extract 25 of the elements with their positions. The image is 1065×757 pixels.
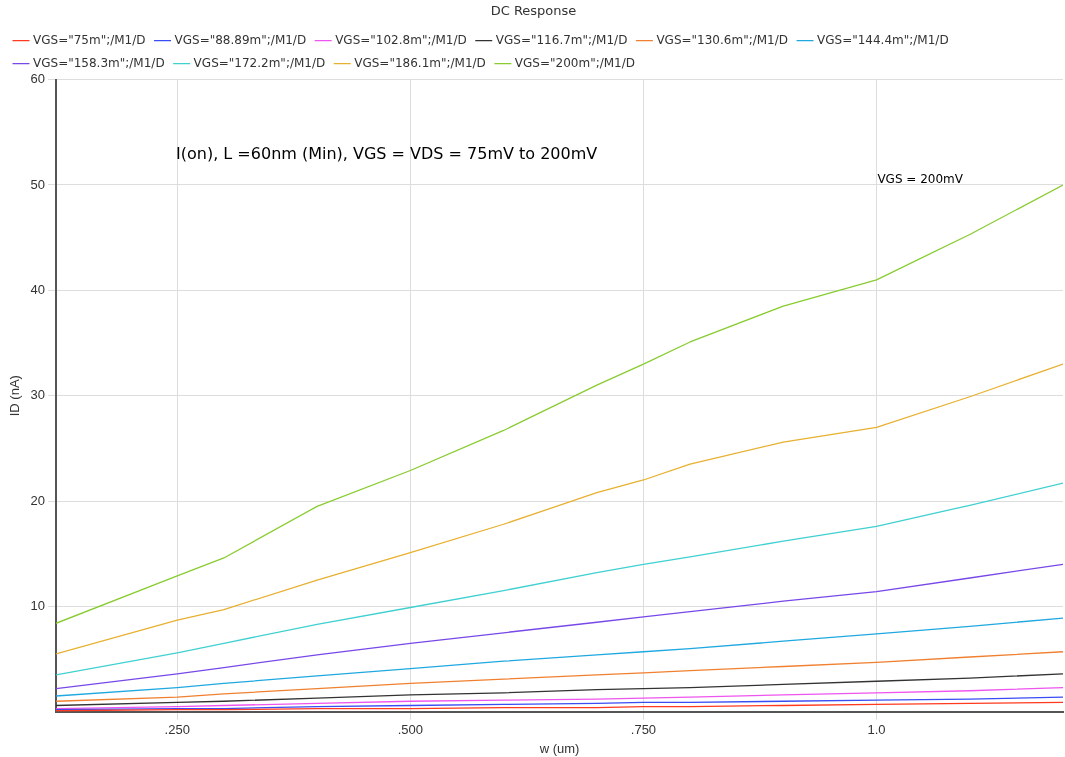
legend-label: VGS="144.4m";/M1/D <box>817 32 949 47</box>
y-tick-label: 30 <box>30 387 46 403</box>
y-tick-label: 60 <box>30 71 46 87</box>
annotation: VGS = 200mV <box>877 171 964 186</box>
x-tick-label: .250 <box>164 722 190 738</box>
legend-label: VGS="172.2m";/M1/D <box>193 55 326 70</box>
legend-label: VGS="102.8m";/M1/D <box>335 32 467 47</box>
y-tick-label: 50 <box>30 176 46 192</box>
annotation: I(on), L =60nm (Min), VGS = VDS = 75mV to 200mV <box>176 143 598 163</box>
x-tick-label: .750 <box>630 722 657 738</box>
legend-label: VGS="186.1m";/M1/D <box>354 55 486 70</box>
legend-label: VGS="200m";/M1/D <box>514 55 636 70</box>
y-tick-label: 10 <box>30 598 46 614</box>
legend-label: VGS="88.89m";/M1/D <box>174 32 307 47</box>
y-tick-label: 20 <box>30 492 46 508</box>
legend-label: VGS="130.6m";/M1/D <box>656 32 789 47</box>
y-axis-title: ID (nA) <box>7 375 23 417</box>
legend-label: VGS="116.7m";/M1/D <box>495 32 628 47</box>
legend-label: VGS="158.3m";/M1/D <box>33 55 165 70</box>
x-tick-label: .500 <box>397 722 424 738</box>
x-axis-title: w (um) <box>538 740 580 756</box>
y-tick-label: 40 <box>30 281 46 297</box>
legend-label: VGS="75m";/M1/D <box>33 32 146 47</box>
chart-title: DC Response <box>490 3 577 19</box>
x-tick-label: 1.0 <box>867 722 886 738</box>
